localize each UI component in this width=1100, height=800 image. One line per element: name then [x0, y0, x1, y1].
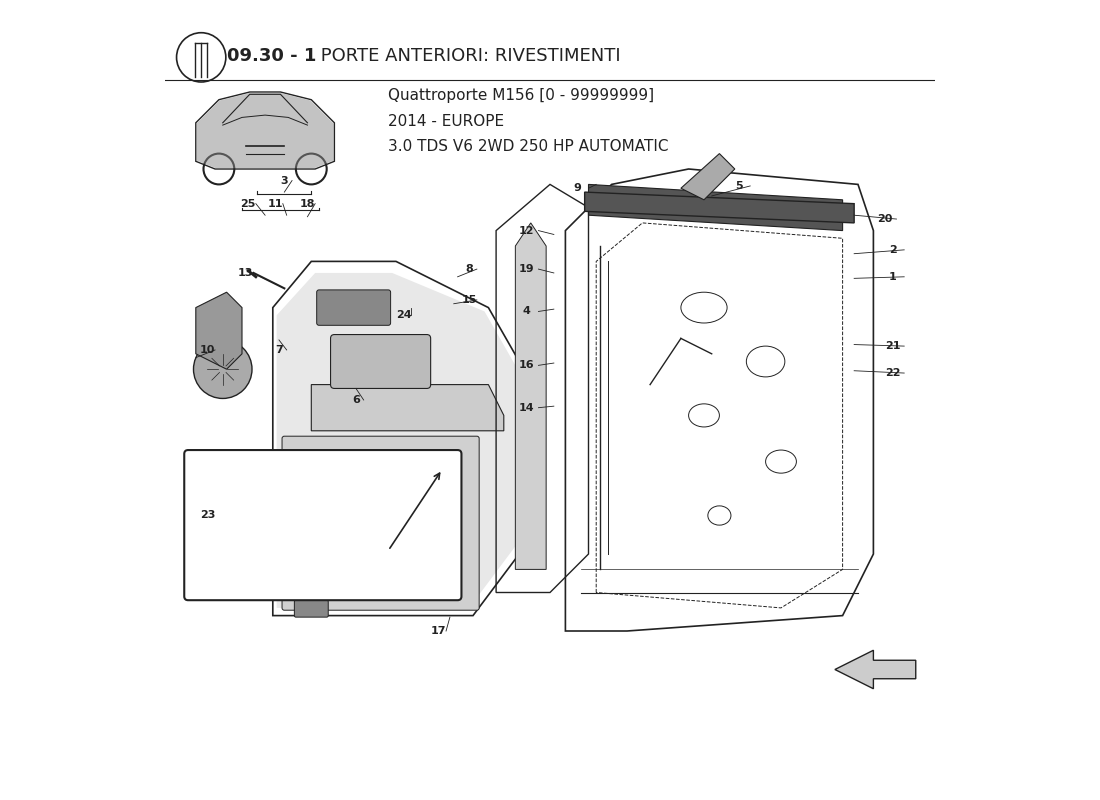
- Text: 8: 8: [465, 264, 473, 274]
- Polygon shape: [196, 292, 242, 369]
- Text: 12: 12: [519, 226, 535, 235]
- Polygon shape: [515, 223, 546, 570]
- Text: 9: 9: [573, 183, 581, 194]
- Text: 20: 20: [878, 214, 892, 224]
- Polygon shape: [681, 154, 735, 200]
- FancyBboxPatch shape: [317, 290, 390, 326]
- Text: 16: 16: [519, 360, 535, 370]
- Text: 6: 6: [352, 395, 360, 405]
- Polygon shape: [585, 192, 854, 223]
- Text: 2014 - EUROPE: 2014 - EUROPE: [388, 114, 505, 129]
- Text: 11: 11: [267, 198, 283, 209]
- FancyBboxPatch shape: [295, 600, 328, 617]
- Polygon shape: [361, 555, 379, 578]
- Polygon shape: [311, 385, 504, 430]
- Text: 23: 23: [200, 510, 214, 520]
- Text: 2: 2: [889, 245, 896, 255]
- Bar: [273, 499, 311, 518]
- Text: 13: 13: [238, 268, 253, 278]
- Text: 09.30 - 1: 09.30 - 1: [227, 47, 316, 65]
- FancyBboxPatch shape: [185, 450, 462, 600]
- Text: 19: 19: [519, 264, 535, 274]
- Text: 21: 21: [884, 341, 901, 351]
- Text: 5: 5: [735, 181, 743, 191]
- Text: 22: 22: [884, 368, 901, 378]
- Polygon shape: [277, 273, 515, 608]
- Text: 4: 4: [522, 306, 531, 317]
- Polygon shape: [588, 184, 843, 230]
- Text: 25: 25: [241, 198, 256, 209]
- Text: 10: 10: [200, 345, 214, 355]
- Text: 14: 14: [519, 402, 535, 413]
- Circle shape: [194, 340, 252, 398]
- Text: 1: 1: [889, 272, 896, 282]
- Text: 15: 15: [462, 295, 476, 305]
- Polygon shape: [197, 93, 333, 168]
- Text: Quattroporte M156 [0 - 99999999]: Quattroporte M156 [0 - 99999999]: [388, 88, 654, 103]
- Text: 17: 17: [430, 626, 447, 636]
- FancyBboxPatch shape: [282, 436, 480, 610]
- FancyBboxPatch shape: [330, 334, 430, 389]
- Text: 7: 7: [275, 345, 283, 355]
- Text: PORTE ANTERIORI: RIVESTIMENTI: PORTE ANTERIORI: RIVESTIMENTI: [315, 47, 620, 65]
- Text: 24: 24: [396, 310, 411, 320]
- Text: 3: 3: [280, 175, 288, 186]
- Polygon shape: [835, 650, 915, 689]
- Text: 18: 18: [299, 198, 316, 209]
- Text: 3.0 TDS V6 2WD 250 HP AUTOMATIC: 3.0 TDS V6 2WD 250 HP AUTOMATIC: [388, 139, 669, 154]
